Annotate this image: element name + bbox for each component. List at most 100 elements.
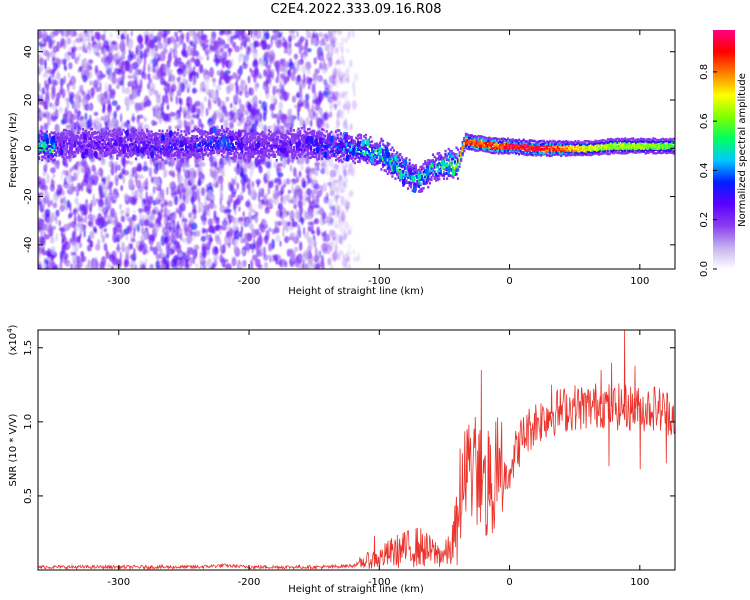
- spectrogram-signal-cell: [261, 131, 264, 134]
- spectrogram-clutter-cell: [115, 178, 119, 187]
- spectrogram-clutter-cell: [306, 261, 311, 269]
- spectrogram-clutter-cell: [256, 118, 263, 128]
- spectrogram-signal-cell: [161, 158, 164, 161]
- spectrogram-clutter-cell: [233, 239, 239, 246]
- spectrogram-signal-blob: [68, 145, 73, 152]
- spectrogram-clutter-cell: [287, 69, 290, 76]
- spectrogram-clutter-cell: [177, 174, 184, 184]
- spectrogram-clutter-cell: [181, 221, 184, 227]
- spectrogram-clutter-cell: [41, 87, 45, 95]
- spectrogram-signal-cell: [84, 140, 88, 143]
- spectrogram-clutter-cell: [120, 240, 125, 250]
- spectrogram-clutter-cell: [120, 215, 126, 223]
- spectrogram-clutter-cell: [297, 189, 302, 200]
- spectrogram-clutter-cell: [50, 199, 53, 206]
- spectrogram-clutter-cell: [322, 266, 325, 269]
- spectrogram-signal-cell: [74, 144, 77, 147]
- spectrogram-clutter-cell: [121, 233, 125, 238]
- spectrogram-clutter-cell: [213, 111, 217, 123]
- spectrogram-clutter-cell: [183, 69, 190, 76]
- spectrogram-clutter-cell: [318, 32, 324, 38]
- spectrogram-signal-cell: [120, 131, 123, 135]
- spectrogram-clutter-cell: [174, 31, 178, 38]
- spectrogram-clutter-cell: [337, 99, 341, 107]
- spectrogram-clutter-cell: [112, 193, 118, 200]
- spectrogram-clutter-cell: [63, 196, 67, 204]
- spectrogram-clutter-cell: [42, 184, 48, 191]
- spectrogram-clutter-cell: [279, 259, 283, 268]
- spectrogram-clutter-cell: [219, 112, 225, 121]
- spectrogram-signal-cell: [55, 143, 58, 147]
- spectrogram-clutter-cell: [329, 169, 336, 178]
- spectrogram-clutter-cell: [78, 116, 84, 121]
- spectrogram-clutter-cell: [59, 204, 65, 212]
- spectrogram-clutter-cell: [241, 35, 248, 47]
- spectrogram-clutter-cell: [67, 83, 70, 94]
- spectrogram-clutter-cell: [163, 213, 168, 219]
- spectrogram-signal-cell: [81, 128, 84, 131]
- spectrogram-clutter-cell: [87, 89, 90, 98]
- spectrogram-clutter-cell: [136, 115, 140, 124]
- spectrogram-clutter-cell: [66, 100, 70, 110]
- spectrogram-clutter-cell: [52, 173, 56, 178]
- spectrogram-clutter-cell: [228, 219, 232, 225]
- spectrogram-clutter-cell: [310, 35, 314, 46]
- spectrogram-clutter-cell: [193, 213, 197, 220]
- spectrogram-signal-blob: [140, 147, 145, 154]
- spectrogram-clutter-cell: [72, 254, 77, 264]
- spectrogram-clutter-cell: [293, 53, 299, 60]
- spectrogram-clutter-cell: [268, 227, 272, 232]
- spectrogram-signal-blob: [259, 147, 264, 155]
- spectrogram-signal-cell: [177, 132, 180, 135]
- spectrogram-clutter-cell: [282, 36, 285, 42]
- spectrogram-clutter-cell: [72, 39, 76, 48]
- spectrogram-clutter-cell: [153, 223, 160, 233]
- spectrogram-clutter-cell: [247, 103, 252, 112]
- spectrogram-clutter-cell: [94, 117, 101, 126]
- spectrogram-clutter-cell: [278, 101, 283, 110]
- spectrogram-clutter-cell: [263, 32, 270, 40]
- spectrogram-signal-cell: [141, 129, 144, 132]
- spectrogram-clutter-cell: [221, 157, 229, 166]
- spectrogram-clutter-cell: [78, 95, 82, 103]
- spectrogram-clutter-cell: [87, 59, 94, 64]
- spectrogram-clutter-cell: [289, 232, 296, 240]
- spectrogram-clutter-cell: [75, 264, 78, 269]
- spectrogram-clutter-cell: [230, 35, 233, 45]
- spectrogram-clutter-cell: [353, 91, 356, 97]
- spectrogram-clutter-cell: [189, 40, 193, 45]
- spectrogram-clutter-cell: [56, 58, 62, 65]
- spectrogram-clutter-cell: [289, 164, 293, 172]
- spectrogram-clutter-cell: [143, 198, 147, 205]
- spectrogram-clutter-cell: [46, 110, 49, 119]
- spectrogram-clutter-cell: [173, 195, 179, 206]
- spectrogram-clutter-cell: [60, 231, 63, 237]
- spectrogram-clutter-cell: [256, 245, 259, 254]
- spectrogram-clutter-cell: [60, 197, 64, 205]
- spectrogram-signal-cell: [225, 131, 228, 134]
- spectrogram-clutter-cell: [94, 65, 99, 74]
- spectrogram-clutter-cell: [286, 157, 290, 165]
- spectrogram-clutter-cell: [341, 45, 344, 56]
- spectrogram-clutter-cell: [87, 104, 91, 112]
- spectrogram-clutter-cell: [103, 228, 107, 233]
- spectrogram-signal-cell: [231, 143, 234, 146]
- spectrogram-clutter-cell: [155, 95, 161, 104]
- spectrogram-clutter-cell: [84, 165, 91, 172]
- spectrogram-clutter-cell: [46, 98, 49, 107]
- spectrogram-clutter-cell: [305, 93, 310, 102]
- spectrogram-clutter-cell: [151, 64, 156, 74]
- spectrogram-signal-cell: [91, 127, 94, 131]
- spectrogram-clutter-cell: [49, 184, 56, 192]
- spectrogram-clutter-cell: [235, 79, 238, 91]
- spectrogram-clutter-cell: [220, 182, 224, 193]
- spectrogram-clutter-cell: [39, 57, 45, 66]
- spectrogram-signal-cell: [195, 135, 199, 138]
- spectrogram-clutter-cell: [169, 223, 175, 228]
- spectrogram-signal-cell: [47, 159, 50, 163]
- spectrogram-clutter-cell: [176, 241, 180, 250]
- spectrogram-clutter-cell: [270, 95, 277, 104]
- spectrogram-clutter-cell: [190, 56, 196, 63]
- spectrogram-clutter-cell: [185, 258, 189, 269]
